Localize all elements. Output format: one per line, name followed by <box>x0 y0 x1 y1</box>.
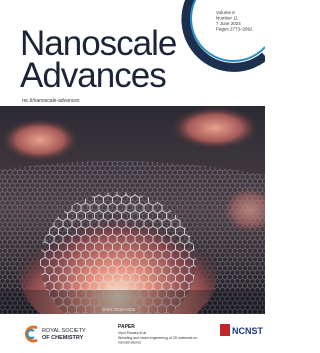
issue-line: Number 11 <box>216 16 238 21</box>
issue-line: Volume 6 <box>216 10 235 15</box>
journal-title: Advances <box>20 56 166 95</box>
article-authors: Vipul Pandey et al. <box>118 331 147 335</box>
publisher-name: ROYAL SOCIETY <box>42 328 86 334</box>
journal-url: rsc.li/nanoscale-advances <box>22 98 80 104</box>
partner-logo <box>220 324 230 336</box>
issue-line: 7 June 2024 <box>216 21 241 26</box>
article-title: nanostructures <box>118 341 141 345</box>
article-label: PAPER <box>118 324 135 330</box>
cover-image <box>0 106 265 340</box>
issue-line: Pages 2773–2992 <box>216 27 253 32</box>
partner-name: NCNST <box>232 326 264 336</box>
issn: ISSN 2516-0230 <box>102 307 136 312</box>
publisher-name: OF CHEMISTRY <box>42 335 84 341</box>
article-title: Wrinkling and strain engineering of 2D m… <box>118 336 197 340</box>
